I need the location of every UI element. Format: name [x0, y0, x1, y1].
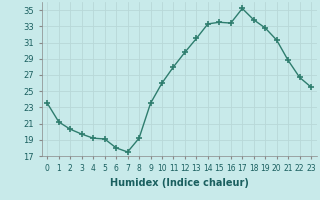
- X-axis label: Humidex (Indice chaleur): Humidex (Indice chaleur): [110, 178, 249, 188]
